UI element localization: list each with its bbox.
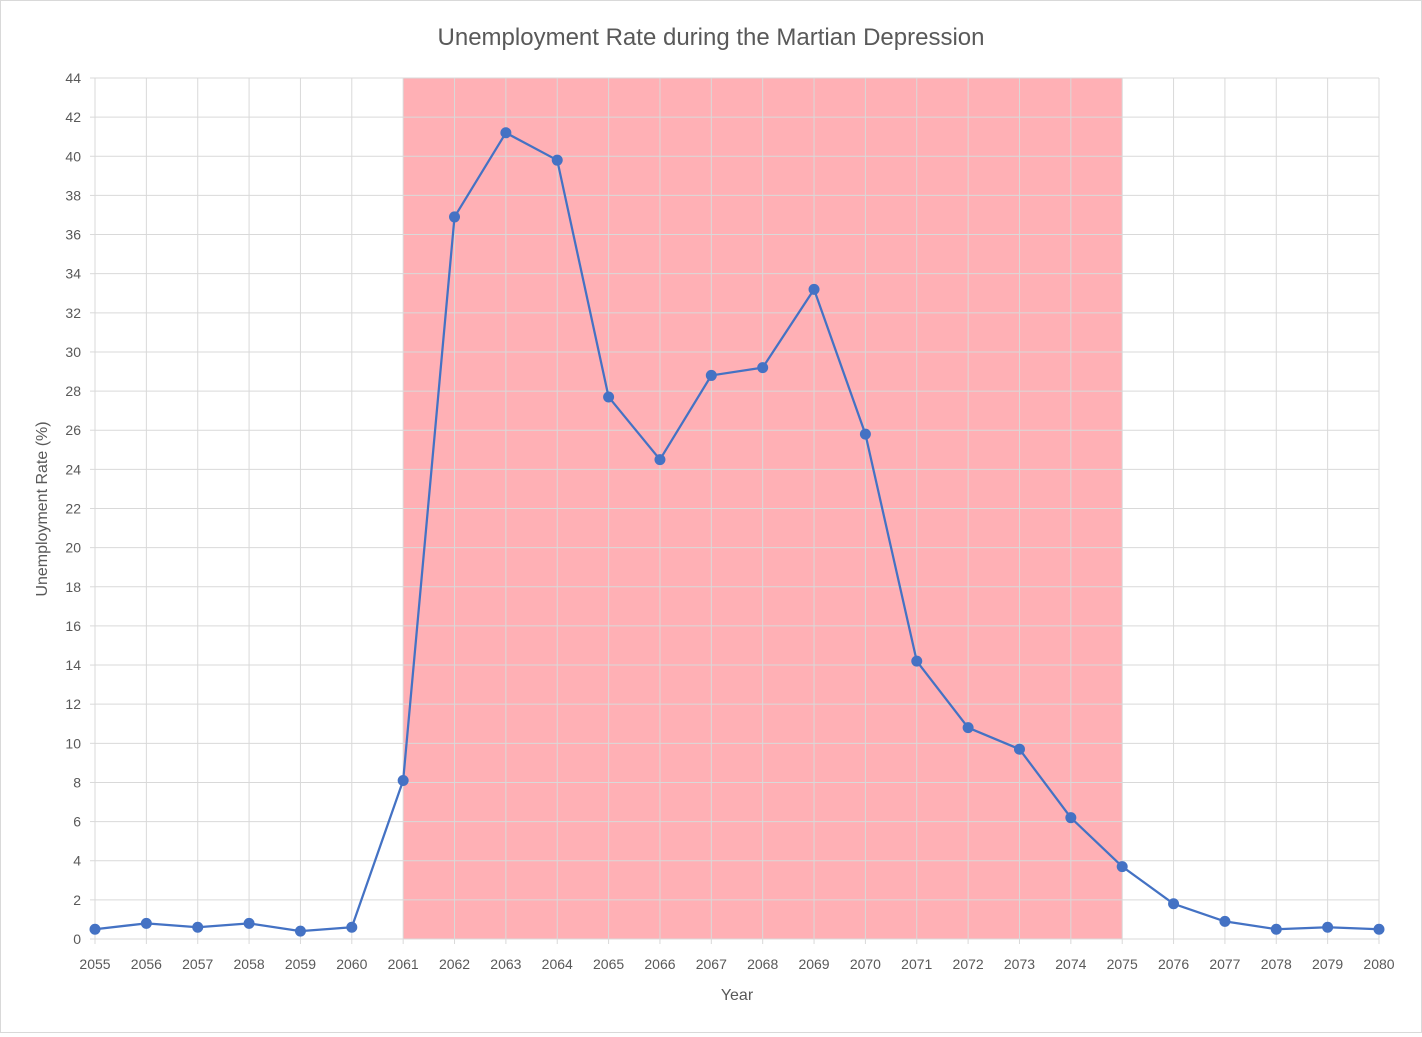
x-tick-label: 2066 <box>644 956 675 972</box>
x-tick-label: 2064 <box>542 956 573 972</box>
x-tick-label: 2059 <box>285 956 316 972</box>
y-tick-label: 40 <box>65 148 81 164</box>
x-tick-label: 2055 <box>79 956 110 972</box>
x-tick-label: 2057 <box>182 956 213 972</box>
x-tick-label: 2058 <box>234 956 265 972</box>
x-tick-label: 2071 <box>901 956 932 972</box>
y-tick-label: 16 <box>65 618 81 634</box>
data-point <box>551 154 563 166</box>
x-tick-label: 2074 <box>1055 956 1086 972</box>
data-point <box>705 369 717 381</box>
x-tick-label: 2080 <box>1363 956 1394 972</box>
y-tick-label: 32 <box>65 305 81 321</box>
x-tick-label: 2072 <box>953 956 984 972</box>
data-point <box>89 923 101 935</box>
y-tick-label: 8 <box>73 774 81 790</box>
x-tick-label: 2070 <box>850 956 881 972</box>
x-tick-label: 2079 <box>1312 956 1343 972</box>
y-tick-label: 0 <box>73 931 81 947</box>
data-point <box>1270 923 1282 935</box>
data-point <box>1373 923 1385 935</box>
y-tick-label: 26 <box>65 422 81 438</box>
data-point <box>397 774 409 786</box>
y-tick-label: 6 <box>73 814 81 830</box>
data-point <box>757 362 769 374</box>
y-tick-label: 20 <box>65 540 81 556</box>
x-tick-label: 2065 <box>593 956 624 972</box>
x-tick-label: 2078 <box>1261 956 1292 972</box>
y-tick-label: 10 <box>65 735 81 751</box>
data-point <box>911 655 923 667</box>
data-point <box>1322 921 1334 933</box>
y-tick-label: 28 <box>65 383 81 399</box>
x-axis-label: Year <box>721 987 754 1004</box>
data-point <box>140 917 152 929</box>
x-tick-label: 2056 <box>131 956 162 972</box>
x-tick-label: 2061 <box>388 956 419 972</box>
y-tick-label: 2 <box>73 892 81 908</box>
x-tick-label: 2076 <box>1158 956 1189 972</box>
data-point <box>1065 812 1077 824</box>
data-point <box>1219 915 1231 927</box>
data-point <box>962 722 974 734</box>
y-tick-label: 12 <box>65 696 81 712</box>
data-point <box>859 428 871 440</box>
y-tick-label: 4 <box>73 853 81 869</box>
data-point <box>294 925 306 937</box>
x-tick-label: 2068 <box>747 956 778 972</box>
data-point <box>449 211 461 223</box>
y-tick-label: 24 <box>65 461 81 477</box>
x-tick-label: 2067 <box>696 956 727 972</box>
x-tick-label: 2060 <box>336 956 367 972</box>
x-tick-label: 2063 <box>490 956 521 972</box>
data-point <box>808 283 820 295</box>
y-tick-label: 36 <box>65 227 81 243</box>
chart-title: Unemployment Rate during the Martian Dep… <box>438 24 985 51</box>
data-point <box>603 391 615 403</box>
data-point <box>1116 861 1128 873</box>
y-tick-label: 18 <box>65 579 81 595</box>
x-tick-label: 2062 <box>439 956 470 972</box>
y-tick-label: 42 <box>65 109 81 125</box>
y-tick-label: 22 <box>65 501 81 517</box>
series-line <box>94 131 1380 933</box>
y-tick-label: 34 <box>65 266 81 282</box>
data-point <box>500 127 512 139</box>
y-tick-label: 14 <box>65 657 81 673</box>
x-tick-label: 2069 <box>798 956 829 972</box>
y-tick-label: 44 <box>65 70 81 86</box>
x-tick-label: 2077 <box>1209 956 1240 972</box>
data-point <box>1013 743 1025 755</box>
y-tick-label: 30 <box>65 344 81 360</box>
y-tick-label: 38 <box>65 187 81 203</box>
data-point <box>654 454 666 466</box>
x-tick-label: 2073 <box>1004 956 1035 972</box>
x-tick-label: 2075 <box>1107 956 1138 972</box>
data-point <box>1168 898 1180 910</box>
data-point <box>243 917 255 929</box>
y-axis-label: Unemployment Rate (%) <box>34 421 51 596</box>
data-point <box>192 921 204 933</box>
data-point <box>346 921 358 933</box>
